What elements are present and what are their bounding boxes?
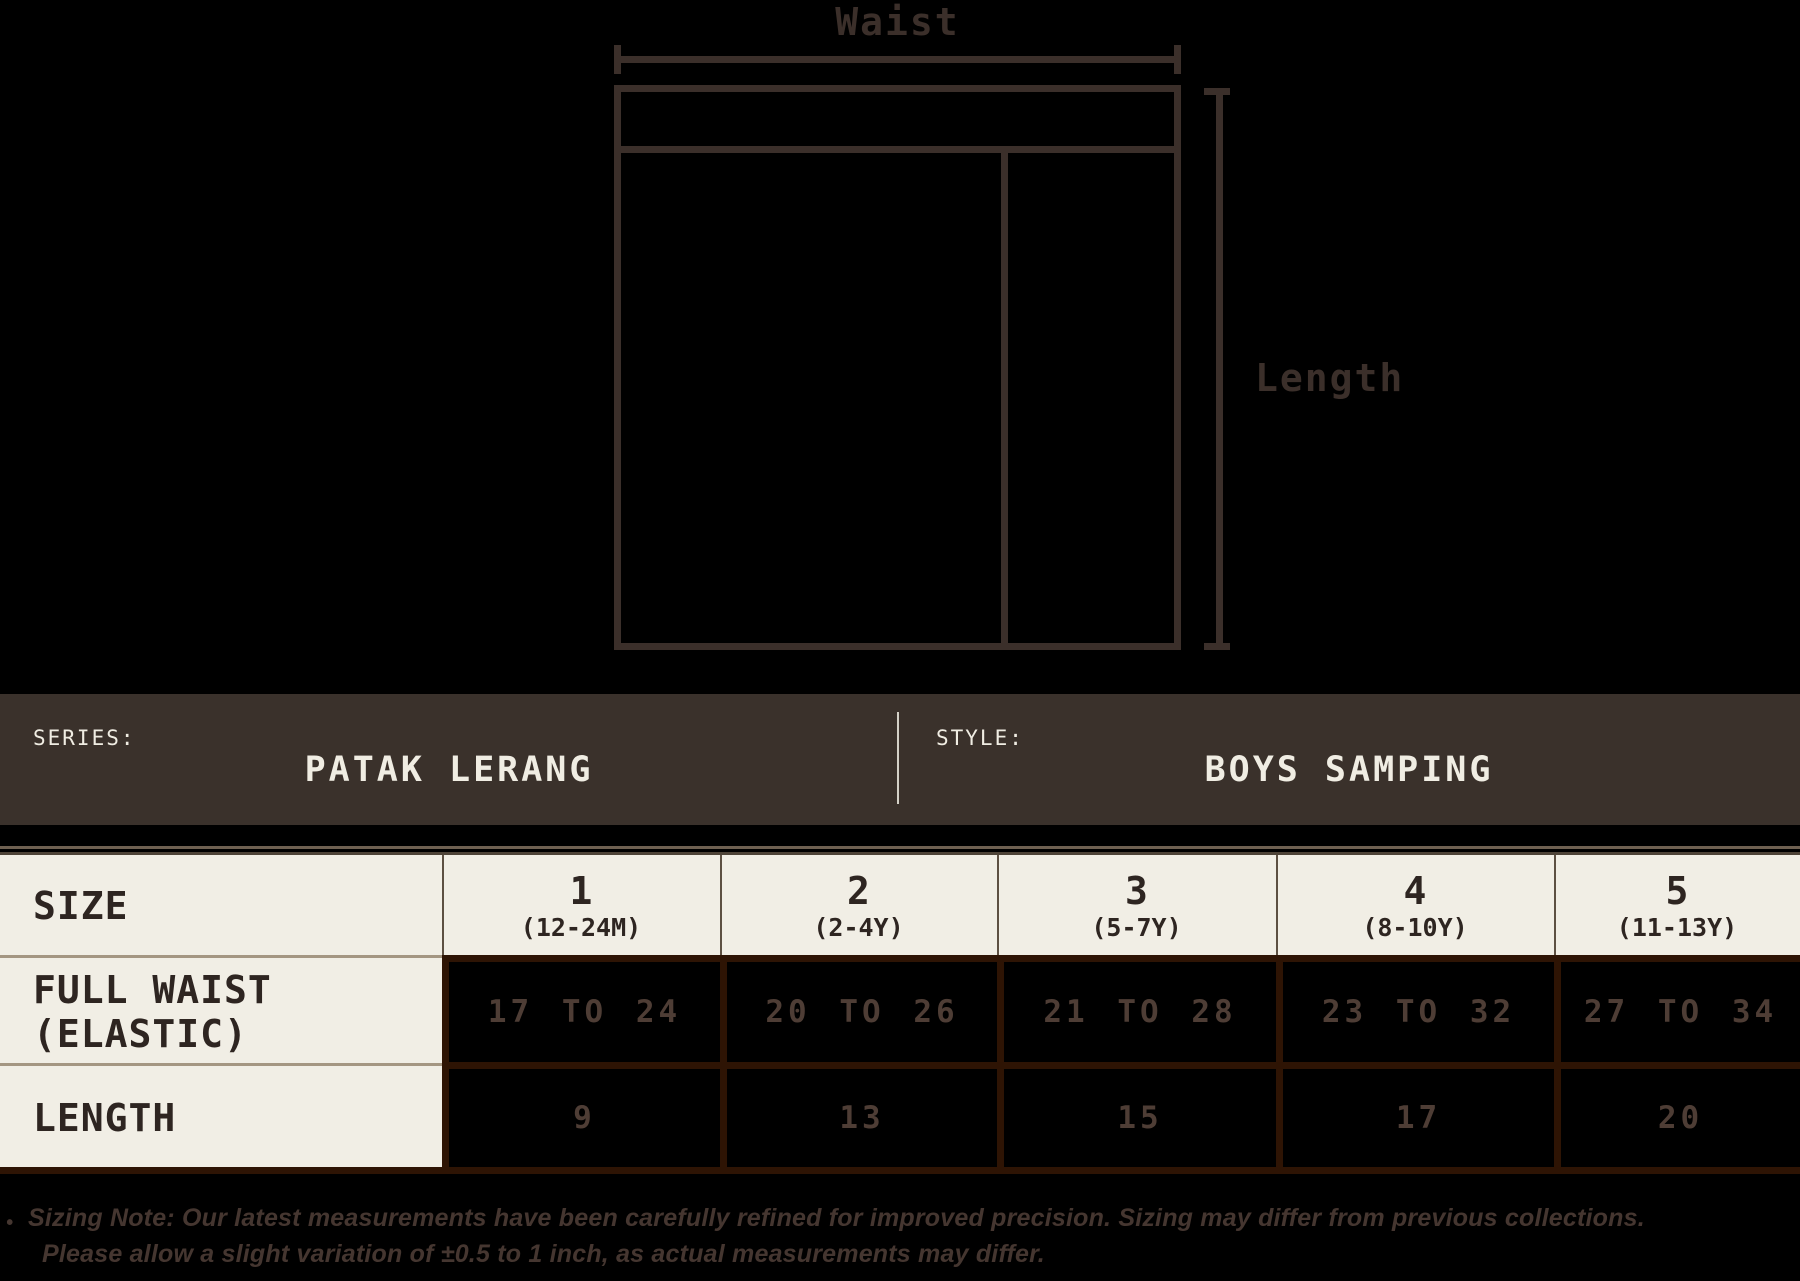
size-age-range: (5-7Y): [1091, 913, 1182, 942]
data-grid-vline: [720, 955, 727, 1167]
table-cell: 17 TO 24: [487, 994, 682, 1030]
data-grid-vline: [1276, 955, 1283, 1167]
size-number: 1: [569, 869, 593, 913]
table-cell: 15: [1117, 1100, 1163, 1136]
header-col-sep: [1276, 855, 1278, 955]
row-label-line1: FULL WAIST: [33, 968, 272, 1012]
sizing-note-line1: Sizing Note: Our latest measurements hav…: [28, 1204, 1788, 1233]
size-number: 3: [1125, 869, 1148, 913]
header-col-sep: [1554, 855, 1556, 955]
size-age-range: (11-13Y): [1616, 913, 1738, 942]
bar-divider: [897, 712, 899, 804]
size-number: 5: [1665, 869, 1689, 913]
header-col-sep: [997, 855, 999, 955]
waist-measure-cap-right: [1174, 45, 1181, 74]
data-grid-hline: [442, 955, 1800, 962]
waistband-line: [614, 146, 1181, 153]
size-column-header-3: 3 (5-7Y): [997, 866, 1276, 946]
series-label: SERIES:: [33, 726, 136, 750]
size-number: 4: [1403, 869, 1427, 913]
data-grid-vline: [442, 955, 449, 1167]
size-age-range: (8-10Y): [1362, 913, 1468, 942]
table-cell: 17: [1395, 1100, 1442, 1136]
series-value: PATAK LERANG: [304, 750, 594, 790]
size-age-range: (12-24M): [520, 913, 642, 942]
label-row-sep: [0, 1063, 442, 1066]
table-cell: 20 TO 26: [765, 994, 959, 1030]
table-cell: 27 TO 34: [1583, 994, 1778, 1030]
table-label-column: [0, 955, 442, 1167]
table-header-row: [0, 855, 1800, 955]
row-label-length: LENGTH: [33, 1069, 433, 1167]
table-cell: 21 TO 28: [1043, 994, 1237, 1030]
style-label: STYLE:: [936, 726, 1024, 750]
size-age-range: (2-4Y): [813, 913, 904, 942]
garment-outline: [614, 85, 1181, 650]
sizing-note-prefix: Sizing Note:: [28, 1204, 175, 1232]
table-bottom-border: [0, 1167, 1800, 1174]
table-cell: 23 TO 32: [1321, 994, 1516, 1030]
waist-measure-cap-left: [614, 45, 621, 74]
table-top-border-inner: [0, 852, 1800, 855]
size-column-header-2: 2 (2-4Y): [720, 866, 997, 946]
table-top-border-outer: [0, 846, 1800, 849]
label-row-sep: [0, 955, 442, 958]
waist-label: Waist: [835, 0, 960, 44]
size-number: 2: [847, 869, 870, 913]
row-label-line2: (ELASTIC): [33, 1012, 248, 1056]
data-grid-vline: [1554, 955, 1561, 1167]
header-col-sep: [720, 855, 722, 955]
table-cell: 9: [573, 1100, 596, 1136]
length-measure-cap-top: [1204, 88, 1230, 95]
size-column-header-4: 4 (8-10Y): [1276, 866, 1554, 946]
row-label-full-waist: FULL WAIST (ELASTIC): [33, 962, 433, 1062]
length-label: Length: [1255, 356, 1405, 400]
sizing-note-line2: Please allow a slight variation of ±0.5 …: [42, 1240, 1045, 1268]
size-column-header-5: 5 (11-13Y): [1554, 866, 1800, 946]
data-grid-vline: [997, 955, 1004, 1167]
row-label-line1: LENGTH: [33, 1096, 177, 1140]
sizing-note-text: Our latest measurements have been carefu…: [174, 1204, 1645, 1232]
style-value: BOYS SAMPING: [1204, 750, 1494, 790]
size-header-label: SIZE: [33, 884, 129, 928]
length-measure-cap-bottom: [1204, 643, 1230, 650]
data-grid-hline: [442, 1062, 1800, 1069]
panel-divider-line: [1001, 150, 1008, 650]
note-bullet: •: [6, 1212, 14, 1234]
length-measure-line: [1216, 92, 1223, 645]
waist-measure-line: [614, 56, 1181, 63]
size-column-header-1: 1 (12-24M): [442, 866, 720, 946]
table-cell: 20: [1657, 1100, 1704, 1136]
table-cell: 13: [839, 1100, 885, 1136]
header-col-sep: [442, 855, 444, 955]
series-style-bar: SERIES: PATAK LERANG STYLE: BOYS SAMPING: [0, 694, 1800, 825]
